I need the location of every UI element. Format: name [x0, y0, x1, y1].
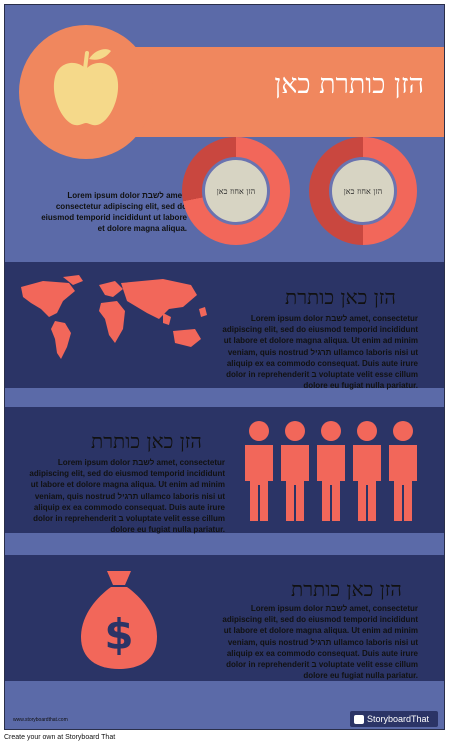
page-title: הזן כותרת כאן	[274, 69, 424, 100]
section-title: הזן כאן כותרת	[91, 429, 202, 453]
section-band	[5, 555, 444, 681]
person-figure	[353, 421, 381, 521]
donut-label: הזן אחוז כאן	[202, 157, 270, 225]
person-figure	[281, 421, 309, 521]
percent-donut: הזן אחוז כאן	[182, 137, 290, 245]
donut-label: הזן אחוז כאן	[329, 157, 397, 225]
percent-donut: הזן אחוז כאן	[309, 137, 417, 245]
apple-icon	[53, 49, 119, 126]
section-title: הזן כאן כותרת	[285, 285, 396, 309]
storyboard-icon	[354, 714, 364, 724]
person-figure	[317, 421, 345, 521]
header-bar	[101, 47, 444, 137]
world-map-icon	[21, 275, 207, 359]
svg-text:$: $	[104, 610, 133, 659]
section-band	[5, 262, 444, 388]
infographic-canvas: הזן כותרת כאן Lorem ipsum dolor לשבת ame…	[4, 4, 445, 730]
section-text: Lorem ipsum dolor לשבת amet, consectetur…	[29, 458, 225, 535]
people-icon	[245, 421, 417, 521]
caption-link[interactable]: Create your own at Storyboard That	[4, 734, 116, 741]
money-bag-icon: $	[81, 571, 157, 669]
apple-badge	[19, 25, 153, 159]
section-text: Lorem ipsum dolor לשבת amet, consectetur…	[222, 604, 418, 681]
brand-name: StoryboardThat	[367, 714, 430, 724]
section-text: Lorem ipsum dolor לשבת amet, consectetur…	[222, 314, 418, 391]
brand-logo[interactable]: StoryboardThat	[350, 711, 438, 727]
footer-site: www.storyboardthat.com	[13, 717, 68, 723]
section-title: הזן כאן כותרת	[291, 577, 402, 601]
person-figure	[245, 421, 273, 521]
person-figure	[389, 421, 417, 521]
intro-text: Lorem ipsum dolor לשבת amet, consectetur…	[41, 191, 187, 233]
